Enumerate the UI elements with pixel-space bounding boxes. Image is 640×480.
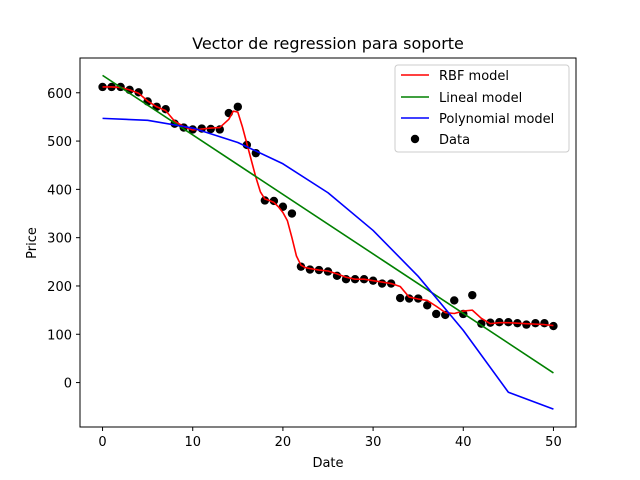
y-tick-label: 0	[64, 377, 72, 392]
data-point	[404, 294, 414, 303]
x-axis-label: Date	[312, 456, 343, 471]
legend-polynomial-label: Polynomial model	[439, 112, 554, 127]
data-point	[377, 279, 387, 288]
x-tick-label: 50	[545, 435, 562, 450]
x-tick-label: 30	[365, 435, 382, 450]
data-point	[432, 309, 441, 319]
data-point	[206, 124, 215, 134]
plot-frame	[79, 57, 577, 428]
data-point	[395, 293, 405, 303]
data-point	[233, 102, 243, 111]
data-point	[531, 318, 540, 328]
series-polynomial-line	[102, 117, 554, 410]
plot-area	[98, 74, 558, 410]
x-tick-label: 10	[184, 435, 201, 450]
y-tick-label: 600	[47, 87, 72, 102]
data-point	[260, 196, 270, 205]
y-tick-label: 400	[47, 183, 72, 198]
data-point	[269, 196, 279, 206]
y-tick-label: 500	[47, 135, 72, 150]
y-tick-label: 200	[47, 280, 72, 295]
data-point	[161, 105, 170, 114]
series-rbf-line	[102, 86, 554, 327]
data-point	[287, 209, 297, 218]
data-point	[296, 262, 306, 271]
data-point	[540, 318, 549, 328]
data-point	[522, 320, 531, 329]
data-point	[468, 290, 477, 300]
legend: RBF model Lineal model Polynomial model …	[394, 64, 570, 153]
y-axis-label: Price	[25, 227, 40, 259]
data-point	[486, 318, 495, 327]
legend-data-marker	[410, 134, 420, 144]
legend-lineal-label: Lineal model	[439, 91, 522, 106]
legend-data-label: Data	[439, 133, 470, 148]
x-tick-label: 40	[455, 435, 472, 450]
x-tick-label: 0	[98, 435, 106, 450]
legend-rbf-label: RBF model	[439, 69, 509, 84]
data-point	[251, 148, 261, 158]
data-point	[450, 296, 459, 305]
y-tick-label: 100	[47, 328, 72, 343]
legend-box	[394, 64, 570, 153]
data-point	[549, 321, 558, 331]
y-tick-label: 300	[47, 232, 72, 247]
x-tick-label: 20	[275, 435, 292, 450]
data-point	[423, 301, 432, 310]
chart-title: Vector de regression para soporte	[192, 34, 464, 53]
